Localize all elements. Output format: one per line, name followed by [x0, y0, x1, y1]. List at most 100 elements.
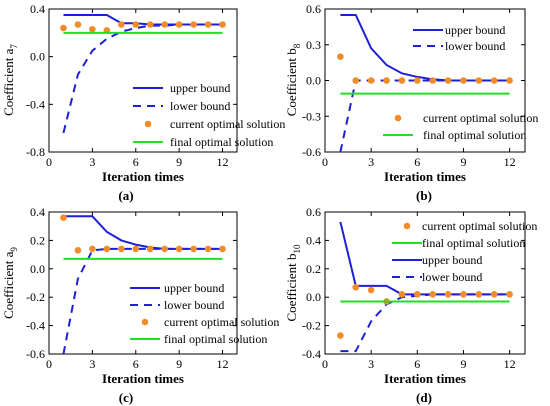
x-tick-label: 12 — [217, 155, 229, 169]
series-current-optimal-solution-point — [74, 247, 82, 254]
x-tick-label: 3 — [89, 357, 95, 371]
x-tick-label: 0 — [322, 357, 328, 371]
panel-label: (d) — [416, 390, 432, 405]
legend-label: current optimal solution — [422, 219, 537, 233]
series-upper-bound-line — [63, 215, 223, 250]
x-tick-label: 6 — [414, 357, 420, 371]
y-axis-label-main: Coefficient b — [284, 254, 299, 322]
legend: upper bound lower bound current optimal so… — [383, 23, 538, 142]
series-current-optimal-solution-point — [398, 77, 406, 84]
y-tick-label: 0.4 — [30, 205, 45, 219]
legend-label: final optimal solution — [423, 128, 526, 142]
panel-label: (b) — [416, 188, 432, 203]
panel-label: (c) — [119, 390, 133, 405]
series-current-optimal-solution-point — [103, 245, 111, 253]
y-tick-label: -0.6 — [26, 347, 45, 361]
series-current-optimal-solution-point — [444, 77, 452, 84]
legend-label: final optimal solution — [170, 135, 273, 149]
y-tick-label: -0.2 — [302, 319, 321, 333]
series-current-optimal-solution-point — [383, 77, 390, 84]
series-current-optimal-solution-point — [475, 77, 483, 84]
series-current-optimal-solution-point — [74, 21, 82, 28]
series-current-optimal-solution-point — [118, 21, 125, 28]
series-current-optimal-solution-point — [398, 291, 406, 298]
y-axis-label: Coefficient b8 — [284, 43, 302, 116]
legend-label: upper bound — [170, 81, 230, 95]
series-current-optimal-solution-point — [161, 245, 168, 253]
series-current-optimal-solution-point — [175, 245, 183, 253]
legend-label: upper bound — [445, 23, 505, 37]
x-tick-label: 12 — [504, 357, 516, 371]
x-axis-label: Iteration times — [102, 169, 184, 184]
series-current-optimal-solution-point — [190, 245, 197, 253]
series-current-optimal-solution-point — [337, 53, 344, 60]
series-current-optimal-solution-point — [175, 21, 183, 28]
x-tick-label: 9 — [176, 155, 182, 169]
legend-label: lower bound — [170, 99, 230, 113]
x-tick-label: 6 — [133, 155, 139, 169]
x-tick-label: 9 — [460, 357, 466, 371]
plot-frame — [48, 211, 238, 355]
y-tick-label: -0.2 — [26, 290, 45, 304]
x-tick-label: 3 — [368, 357, 374, 371]
legend-label: lower bound — [164, 298, 224, 312]
y-axis-label-subscript: 8 — [292, 43, 302, 48]
series-current-optimal-solution-point — [219, 21, 226, 28]
legend-label: current optimal solution — [164, 315, 279, 329]
y-tick-label: 0.4 — [306, 233, 321, 247]
y-tick-label: 0.6 — [306, 2, 321, 16]
series-current-optimal-solution-point — [89, 25, 96, 33]
series-current-optimal-solution-point — [429, 291, 436, 298]
panel-label: (a) — [118, 188, 133, 203]
series-current-optimal-solution-point — [367, 286, 375, 294]
series-current-optimal-solution-point — [475, 291, 483, 298]
series-current-optimal-solution-point — [204, 245, 212, 253]
series-current-optimal-solution-point — [352, 77, 360, 84]
legend-label: current optimal solution — [170, 117, 285, 131]
plot-area — [337, 13, 513, 152]
y-tick-label: 0.0 — [30, 50, 45, 64]
series-current-optimal-solution-point — [190, 21, 197, 28]
series-current-optimal-solution-point — [132, 245, 140, 253]
y-tick-label: 0.3 — [306, 38, 321, 52]
legend: current optimal solution final optimal so… — [392, 219, 537, 284]
y-axis-label: Coefficient b10 — [284, 244, 302, 322]
legend-marker — [141, 318, 149, 326]
series-current-optimal-solution-point — [429, 77, 436, 84]
x-tick-label: 12 — [504, 155, 516, 169]
y-tick-label: -0.8 — [26, 145, 45, 159]
legend-label: lower bound — [445, 39, 505, 53]
y-tick-label: -0.4 — [302, 347, 321, 361]
series-current-optimal-solution-point — [414, 77, 421, 84]
y-axis-label-main: Coefficient a — [1, 48, 16, 115]
plot-frame — [48, 8, 238, 153]
series-current-optimal-solution-point — [219, 245, 226, 253]
series-current-optimal-solution-point — [132, 21, 140, 28]
series-current-optimal-solution-point — [444, 291, 452, 298]
series-current-optimal-solution-point — [490, 291, 498, 298]
y-axis-label-subscript: 7 — [9, 44, 19, 49]
legend-label: final optimal solution — [422, 236, 525, 250]
legend-label: current optimal solution — [423, 111, 538, 125]
y-axis-label-main: Coefficient b — [284, 48, 299, 116]
series-current-optimal-solution-point — [506, 77, 513, 84]
legend: upper bound lower bound current optimal so… — [130, 281, 279, 346]
panel-3: 0 3 6 9 12 -0.6 -0.4 -0.2 0.0 0.2 0.4 upper bound lo… — [1, 205, 279, 405]
legend: upper bound lower bound current optimal so… — [133, 81, 285, 149]
y-tick-label: 0.6 — [306, 205, 321, 219]
series-current-optimal-solution-point — [352, 283, 360, 291]
x-tick-label: 3 — [368, 155, 374, 169]
y-tick-label: 0.4 — [30, 2, 45, 16]
plot-area — [60, 214, 226, 354]
x-tick-label: 9 — [460, 155, 466, 169]
series-current-optimal-solution-point — [89, 245, 96, 253]
plot-area — [337, 221, 513, 353]
x-tick-label: 0 — [322, 155, 328, 169]
series-current-optimal-solution-point — [506, 291, 513, 298]
series-current-optimal-solution-point — [337, 332, 344, 339]
y-tick-label: -0.6 — [302, 145, 321, 159]
series-current-optimal-solution-point — [460, 291, 467, 298]
x-tick-label: 3 — [89, 155, 95, 169]
series-upper-bound-line — [63, 13, 223, 26]
series-current-optimal-solution-point — [60, 214, 67, 221]
